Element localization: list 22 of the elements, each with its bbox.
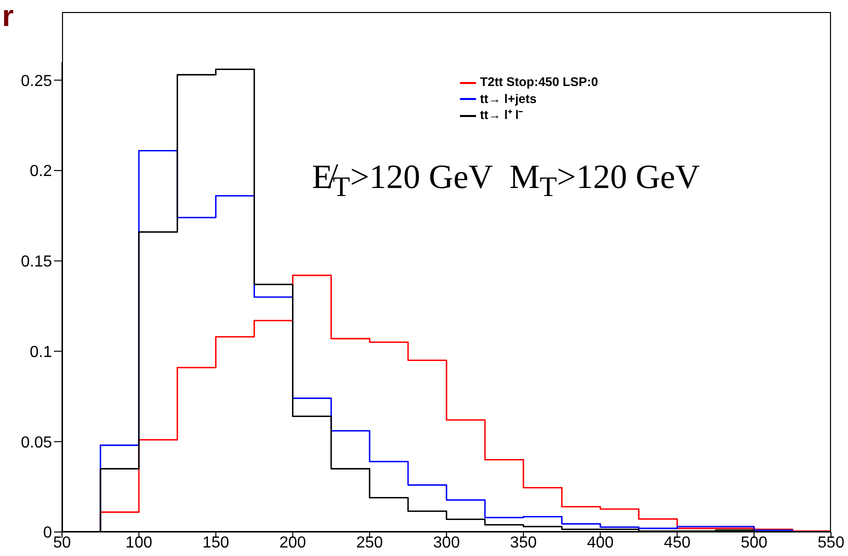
y-tick-label: 0.05	[20, 434, 52, 452]
x-tick-label: 150	[202, 534, 230, 552]
x-tick-label: 450	[664, 534, 691, 552]
x-tick-label: 250	[356, 534, 384, 552]
x-tick-label: 50	[53, 534, 71, 552]
x-tick-label: 100	[126, 534, 152, 552]
x-tick-label: 500	[740, 534, 768, 552]
y-tick-label: 0.15	[20, 254, 52, 271]
y-tick-label: 0.25	[20, 72, 52, 90]
y-tick-label: 0.1	[30, 344, 52, 361]
x-tick-label: 550	[818, 534, 844, 552]
legend-label: T2tt Stop:450 LSP:0	[480, 75, 598, 89]
legend-label: tt→ l⁺ l⁻	[480, 108, 523, 122]
text: r	[2, 0, 14, 33]
x-tick-label: 200	[279, 534, 306, 552]
annotation: E̸$_{T}$>120 GeV M$_{T}$>120 GeV	[312, 158, 700, 205]
legend-label: tt→ l+jets	[480, 92, 537, 106]
x-tick-label: 300	[433, 534, 460, 552]
y-tick-label: 0.2	[30, 163, 52, 180]
y-tick-label: 0	[43, 524, 52, 542]
x-tick-label: 350	[510, 534, 537, 552]
x-tick-label: 400	[586, 534, 614, 552]
